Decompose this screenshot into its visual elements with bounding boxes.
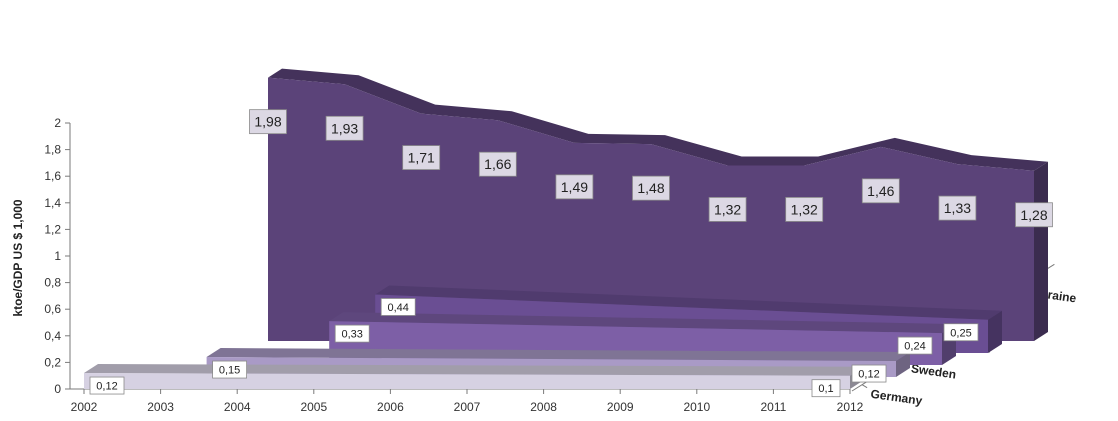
y-tick-label: 2 [54, 116, 61, 130]
data-label-text: 0,25 [950, 327, 971, 339]
x-tick-label: 2008 [530, 400, 557, 414]
series-ribbon-germany [84, 364, 864, 389]
x-tick-label: 2009 [607, 400, 634, 414]
data-label-text: 0,12 [858, 369, 879, 381]
data-label: 0,33 [335, 325, 369, 342]
data-label: 0,1 [812, 380, 840, 397]
data-label-text: 1,32 [714, 201, 741, 217]
data-label: 1,49 [556, 175, 593, 199]
data-label: 1,46 [862, 179, 899, 203]
y-tick-label: 0,8 [44, 276, 61, 290]
data-label: 0,25 [944, 324, 978, 341]
x-tick-label: 2007 [454, 400, 481, 414]
data-label-text: 1,66 [484, 156, 511, 172]
y-tick-label: 0 [54, 382, 61, 396]
data-label: 0,44 [381, 298, 415, 315]
data-label-text: 1,28 [1020, 207, 1047, 223]
x-tick-label: 2002 [71, 400, 98, 414]
data-label: 1,71 [403, 146, 440, 170]
y-tick-label: 0,4 [44, 329, 61, 343]
data-label: 0,15 [213, 361, 247, 378]
data-label: 1,32 [786, 197, 823, 221]
y-tick-label: 1,4 [44, 196, 61, 210]
y-tick-label: 1 [54, 249, 61, 263]
data-label-text: 1,71 [408, 150, 435, 166]
data-label-text: 0,15 [219, 365, 240, 377]
data-label-text: 0,33 [341, 329, 362, 341]
data-label: 1,93 [326, 116, 363, 140]
data-label-text: 0,44 [387, 302, 408, 314]
x-tick-label: 2010 [683, 400, 710, 414]
data-label: 1,98 [250, 110, 287, 134]
y-tick-label: 0,2 [44, 355, 61, 369]
data-label: 1,33 [939, 196, 976, 220]
ribbon-front-face [84, 373, 850, 389]
y-axis-title: ktoe/GDP US $ 1,000 [11, 199, 25, 316]
y-tick-label: 1,8 [44, 143, 61, 157]
data-label-text: 1,49 [561, 179, 588, 195]
data-label-text: 1,33 [944, 200, 971, 216]
data-label: 0,12 [852, 365, 886, 382]
depth-tick-mark [862, 385, 867, 388]
depth-axis-label: Germany [870, 387, 924, 408]
data-label: 1,48 [633, 176, 670, 200]
data-label-text: 0,12 [96, 381, 117, 393]
x-tick-label: 2003 [147, 400, 174, 414]
ribbon-side-face [1034, 162, 1048, 341]
data-label-text: 0,24 [904, 341, 925, 353]
data-label: 1,28 [1016, 203, 1053, 227]
y-tick-label: 0,6 [44, 302, 61, 316]
data-label: 0,12 [90, 377, 124, 394]
data-label-text: 1,93 [331, 120, 358, 136]
data-label-text: 1,98 [254, 114, 281, 130]
data-label-text: 1,46 [867, 183, 894, 199]
x-tick-label: 2011 [760, 400, 786, 414]
x-tick-label: 2005 [300, 400, 327, 414]
data-label-text: 1,32 [791, 201, 818, 217]
data-label-text: 0,1 [818, 383, 833, 395]
y-tick-label: 1,6 [44, 169, 61, 183]
x-tick-label: 2012 [837, 400, 864, 414]
data-label-text: 1,48 [637, 180, 664, 196]
x-tick-label: 2004 [224, 400, 251, 414]
data-label: 0,24 [898, 337, 932, 354]
x-tick-label: 2006 [377, 400, 404, 414]
data-label: 1,32 [709, 197, 746, 221]
data-label: 1,66 [479, 152, 516, 176]
y-tick-label: 1,2 [44, 222, 61, 236]
